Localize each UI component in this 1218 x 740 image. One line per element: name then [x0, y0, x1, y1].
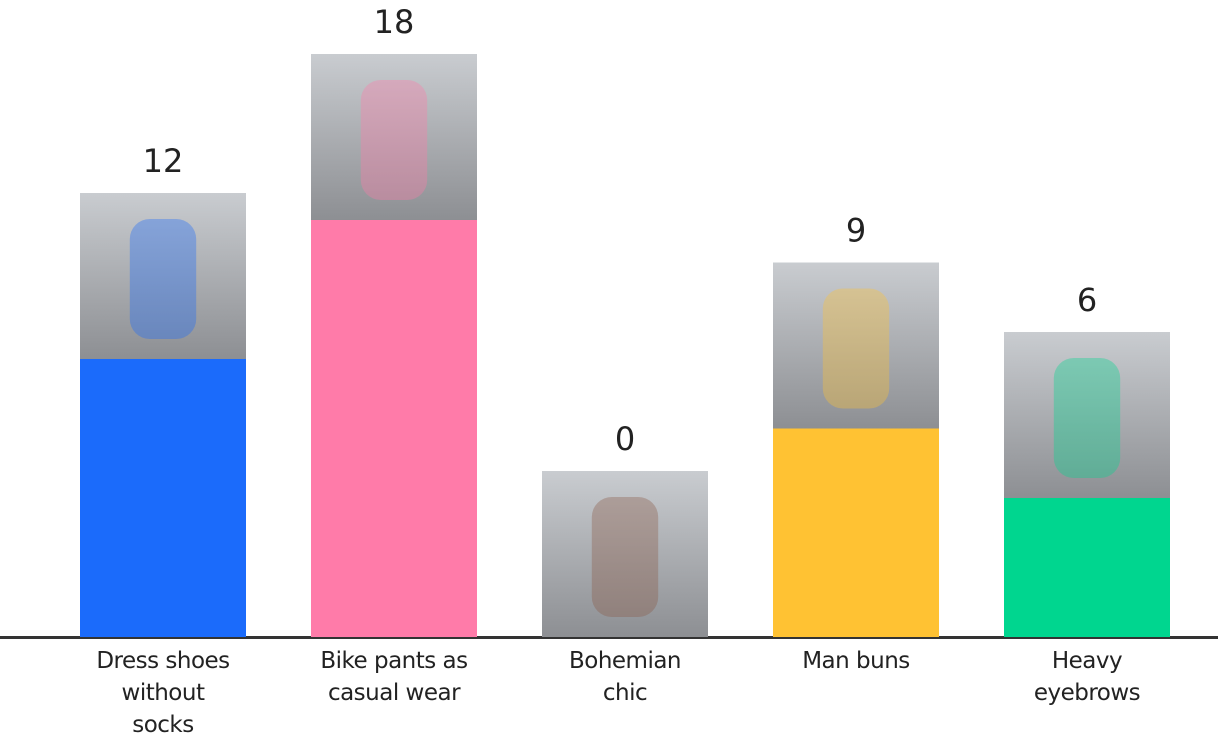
x-tick-label: Man buns — [802, 648, 910, 674]
image-frame — [80, 193, 246, 359]
bar-image — [773, 262, 939, 429]
bar — [311, 220, 477, 637]
image-detail — [591, 497, 659, 617]
bar — [1004, 498, 1170, 637]
x-tick-label: Bohemian chic — [568, 648, 682, 706]
bar-image — [80, 193, 246, 359]
value-label: 6 — [1077, 281, 1097, 319]
x-tick-label: Heavy eyebrows — [1033, 648, 1141, 706]
value-label: 18 — [374, 3, 415, 41]
bar — [80, 359, 246, 637]
bar-image — [311, 54, 477, 220]
bar-image — [542, 471, 708, 637]
category-label-box: Bike pants as casual wear — [320, 648, 468, 706]
image-frame — [773, 262, 939, 429]
category-label-box: Bohemian chic — [568, 648, 682, 706]
x-tick-label: Bike pants as casual wear — [320, 648, 468, 706]
image-frame — [542, 471, 708, 637]
category-label-box: Dress shoes without socks — [96, 648, 230, 738]
value-label: 0 — [615, 420, 635, 458]
bar-image — [1004, 332, 1170, 498]
image-detail — [360, 80, 428, 200]
category-label-box: Man buns — [802, 648, 910, 674]
value-label: 12 — [143, 142, 184, 180]
category-label-box: Heavy eyebrows — [1033, 648, 1141, 706]
image-detail — [1053, 358, 1121, 478]
image-frame — [1004, 332, 1170, 498]
bar — [773, 428, 939, 637]
x-tick-label: Dress shoes without socks — [96, 648, 230, 738]
image-frame — [311, 54, 477, 220]
image-detail — [129, 219, 197, 339]
image-detail — [822, 288, 890, 409]
value-label: 9 — [846, 212, 866, 250]
